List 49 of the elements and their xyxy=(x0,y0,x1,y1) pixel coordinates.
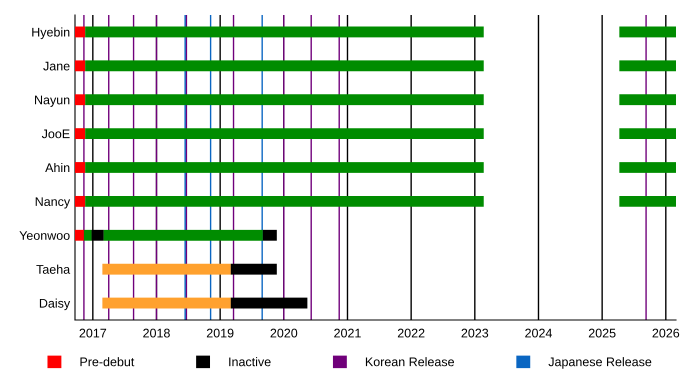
bar xyxy=(75,196,86,207)
bar xyxy=(84,230,92,241)
x-tick-label: 2018 xyxy=(143,328,170,338)
bar xyxy=(75,230,84,241)
bar xyxy=(75,128,86,140)
y-tick-label: Hyebin xyxy=(32,27,70,40)
bar xyxy=(619,128,676,140)
x-tick-label: 2026 xyxy=(652,328,680,338)
y-tick-label: Taeha xyxy=(36,264,70,274)
y-tick-label: Nancy xyxy=(36,197,70,209)
bar xyxy=(619,26,676,38)
bar xyxy=(262,230,277,241)
bar xyxy=(102,298,231,308)
legend-label: Japanese Release xyxy=(548,357,652,369)
x-tick-label: 2022 xyxy=(398,328,424,338)
bar xyxy=(75,60,86,72)
bar xyxy=(102,264,231,275)
y-tick-label: Daisy xyxy=(40,298,70,310)
bar xyxy=(85,26,484,38)
x-tick-label: 2020 xyxy=(270,328,298,338)
bar xyxy=(85,128,484,140)
y-tick-label: Ahin xyxy=(45,162,70,172)
x-tick-label: 2024 xyxy=(525,328,552,338)
x-tick-label: 2019 xyxy=(206,328,234,338)
y-tick-label: Jane xyxy=(43,62,70,70)
bar xyxy=(619,94,676,106)
x-tick-label: 2017 xyxy=(80,328,106,338)
x-tick-label: 2025 xyxy=(588,328,616,338)
bar xyxy=(85,196,484,207)
x-tick-label: 2021 xyxy=(334,328,361,338)
y-tick-label: Nayun xyxy=(35,96,70,107)
bar xyxy=(75,26,86,38)
legend-label: Pre-debut xyxy=(80,357,134,366)
bar xyxy=(619,196,676,207)
legend-label: Korean Release xyxy=(366,357,454,366)
bar xyxy=(85,162,484,173)
bar xyxy=(75,162,86,173)
bar xyxy=(85,60,484,72)
bar xyxy=(75,94,86,106)
bar xyxy=(85,94,484,106)
bar xyxy=(619,162,676,173)
x-tick-label: 2023 xyxy=(462,328,488,338)
y-tick-label: JooE xyxy=(42,130,70,138)
legend-label: Inactive xyxy=(229,357,271,366)
bar xyxy=(230,298,308,308)
bar xyxy=(230,264,277,275)
bar xyxy=(104,230,263,241)
bar xyxy=(619,60,676,72)
y-tick-label: Yeonwoo xyxy=(19,231,70,240)
